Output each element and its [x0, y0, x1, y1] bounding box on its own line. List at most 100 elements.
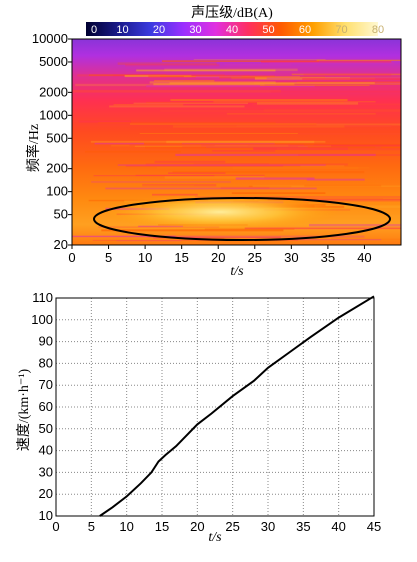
texture-stripe — [224, 64, 292, 66]
texture-stripe — [252, 185, 401, 187]
texture-stripe — [170, 99, 348, 102]
texture-stripe — [254, 82, 401, 84]
texture-stripe — [271, 238, 401, 241]
texture-stripe — [261, 60, 392, 63]
texture-stripe — [183, 81, 401, 83]
spectrogram-x-tick-label: 20 — [211, 250, 225, 265]
speed-y-tick-label: 70 — [39, 377, 53, 392]
texture-stripe — [169, 82, 375, 85]
texture-stripe — [212, 150, 276, 152]
texture-stripe — [101, 229, 284, 232]
texture-stripe — [151, 193, 198, 196]
texture-stripe — [181, 142, 275, 145]
texture-stripe — [232, 198, 383, 200]
speed-x-tick-label: 15 — [155, 519, 169, 534]
texture-stripe — [304, 144, 401, 146]
speed-plot-frame — [55, 297, 375, 517]
texture-stripe — [193, 59, 326, 61]
colorbar-label: 声压级/dB(A) — [191, 5, 273, 21]
texture-stripe — [166, 140, 315, 144]
texture-stripe — [125, 164, 284, 167]
texture-stripe — [72, 90, 282, 93]
texture-stripe — [289, 181, 376, 185]
speed-y-tick-label: 50 — [39, 421, 53, 436]
speed-y-tick-label: 80 — [39, 355, 53, 370]
texture-stripe — [259, 84, 370, 87]
colorbar-bar — [86, 22, 378, 36]
spectrogram-y-tick-label: 100 — [46, 184, 68, 199]
spectrogram-y-axis-label: 频率/Hz — [25, 124, 42, 172]
texture-stripe — [136, 69, 276, 72]
texture-stripe — [114, 184, 195, 187]
speed-x-axis-label: t/s — [208, 530, 222, 545]
texture-stripe — [302, 78, 401, 81]
texture-stripe — [98, 122, 276, 124]
texture-stripe — [276, 83, 401, 85]
texture-stripe — [182, 146, 298, 148]
colorbar: 声压级/dB(A) 0 10 20 30 40 50 60 70 80 — [86, 5, 384, 36]
texture-stripe — [256, 102, 359, 105]
speed-x-tick-label: 30 — [261, 519, 275, 534]
texture-stripe — [236, 124, 392, 128]
texture-stripe — [252, 103, 401, 106]
texture-stripe — [194, 195, 401, 199]
colorbar-tick-label: 40 — [226, 24, 238, 36]
speed-y-tick-label: 20 — [39, 486, 53, 501]
texture-stripe — [296, 81, 401, 84]
texture-stripe — [226, 112, 376, 115]
texture-stripe — [304, 184, 382, 188]
speed-y-ticks: 10 20 30 40 50 60 70 80 90 100 110 — [31, 290, 53, 523]
spectrogram-x-tick-label: 0 — [68, 250, 75, 265]
speed-x-tick-label: 10 — [119, 519, 133, 534]
colorbar-tick-label: 0 — [91, 24, 97, 36]
speed-y-tick-label: 90 — [39, 334, 53, 349]
speed-x-tick-label: 35 — [296, 519, 310, 534]
texture-stripe — [175, 153, 376, 156]
texture-stripe — [172, 125, 345, 128]
texture-stripe — [205, 146, 382, 148]
speed-chart: 10 20 30 40 50 60 70 80 90 100 110 0 5 10 15 20 25 30 35 4… — [16, 290, 381, 545]
spectrogram-y-tick-label: 500 — [46, 130, 68, 145]
texture-stripe — [267, 198, 401, 201]
texture-stripe — [161, 60, 320, 62]
speed-y-axis-label: 速度/(km·h⁻¹) — [16, 368, 32, 451]
texture-stripe — [300, 205, 401, 208]
texture-stripe — [93, 175, 215, 177]
colorbar-tick-label: 10 — [116, 24, 128, 36]
spectrogram-x-tick-label: 5 — [105, 250, 112, 265]
colorbar-tick-label: 30 — [189, 24, 201, 36]
spectrogram-y-tick-label: 200 — [46, 161, 68, 176]
texture-stripe — [276, 147, 401, 151]
texture-stripe — [303, 199, 401, 202]
texture-stripe — [72, 235, 176, 238]
colorbar-tick-label: 80 — [372, 24, 384, 36]
texture-stripe — [133, 102, 248, 105]
texture-stripe — [310, 215, 401, 218]
spectrogram-x-tick-label: 40 — [357, 250, 371, 265]
spectrogram-y-tick-label: 2000 — [39, 84, 68, 99]
annotation-ellipse — [93, 197, 391, 241]
texture-stripe — [145, 163, 348, 166]
colorbar-ticks: 0 10 20 30 40 50 60 70 80 — [91, 24, 384, 36]
spectrogram-x-tick-label: 15 — [174, 250, 188, 265]
texture-stripe — [307, 146, 401, 149]
speed-y-tick-label: 100 — [31, 312, 53, 327]
texture-stripe — [298, 154, 401, 156]
texture-stripe — [111, 145, 248, 147]
texture-stripe — [288, 144, 350, 147]
texture-stripe — [147, 235, 365, 238]
texture-stripe — [295, 239, 382, 241]
colorbar-tick-label: 70 — [335, 24, 347, 36]
colorbar-tick-label: 60 — [299, 24, 311, 36]
texture-stripe — [213, 101, 376, 103]
texture-stripe — [164, 176, 265, 179]
spectrogram-x-tick-label: 35 — [321, 250, 335, 265]
speed-grid — [55, 297, 375, 517]
colorbar-tick-label: 50 — [262, 24, 274, 36]
texture-stripe — [129, 144, 215, 147]
texture-stripe — [248, 185, 292, 188]
texture-stripe — [90, 140, 326, 143]
speed-x-ticks: 0 5 10 15 20 25 30 35 40 45 — [52, 519, 381, 534]
texture-stripe — [231, 192, 326, 194]
